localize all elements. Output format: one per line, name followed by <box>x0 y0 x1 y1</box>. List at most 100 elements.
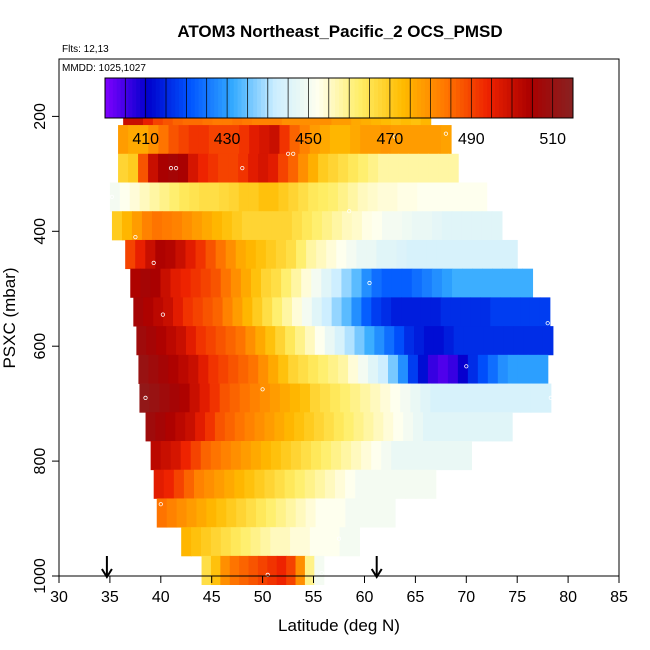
colorbar-swatch <box>467 78 473 118</box>
heatmap-cell <box>208 153 219 183</box>
heatmap-cell <box>201 555 212 586</box>
colorbar-swatch <box>151 78 157 118</box>
heatmap-cell <box>440 383 452 413</box>
heatmap-layer <box>109 96 554 586</box>
heatmap-cell <box>344 326 356 356</box>
heatmap-cell <box>229 383 241 413</box>
heatmap-cell <box>200 268 212 298</box>
heatmap-cell <box>341 441 352 471</box>
heatmap-cell <box>275 239 287 270</box>
dates-label: MMDD: 1025,1027 <box>62 63 146 74</box>
latitude-arrow <box>370 556 383 579</box>
heatmap-cell <box>366 239 378 270</box>
colorbar-swatch <box>229 78 235 118</box>
colorbar-swatch <box>335 78 340 118</box>
heatmap-cell <box>476 182 488 212</box>
colorbar-tick-label: 470 <box>377 131 404 148</box>
heatmap-cell <box>240 268 252 298</box>
heatmap-cell <box>139 182 151 212</box>
heatmap-row <box>118 153 459 183</box>
heatmap-cell <box>360 383 371 413</box>
heatmap-cell <box>268 182 280 212</box>
heatmap-cell <box>316 239 327 270</box>
heatmap-cell <box>125 239 136 270</box>
colorbar-tick-label: 450 <box>295 131 322 148</box>
colorbar-swatch <box>385 78 391 118</box>
heatmap-cell <box>268 153 279 183</box>
heatmap-cell <box>527 354 539 384</box>
heatmap-cell <box>146 326 157 356</box>
heatmap-cell <box>262 297 273 327</box>
heatmap-cell <box>460 297 472 327</box>
colorbar-swatch <box>514 78 519 118</box>
heatmap-cell <box>351 297 362 327</box>
heatmap-cell <box>421 441 432 471</box>
heatmap-cell <box>420 297 432 327</box>
heatmap-cell <box>410 297 422 327</box>
heatmap-cell <box>138 125 149 155</box>
heatmap-cell <box>368 354 379 384</box>
x-tick-label: 60 <box>356 589 374 606</box>
colorbar-swatch <box>159 78 164 118</box>
heatmap-cell <box>148 354 159 384</box>
colorbar-swatch <box>557 78 562 118</box>
heatmap-cell <box>274 412 285 442</box>
heatmap-cell <box>278 182 289 212</box>
heatmap-cell <box>373 412 384 442</box>
heatmap-cell <box>190 268 202 298</box>
colorbar-swatch <box>296 78 301 118</box>
colorbar-swatch <box>506 78 512 118</box>
heatmap-cell <box>281 268 292 298</box>
colorbar-swatch <box>225 78 231 118</box>
heatmap-cell <box>441 441 452 471</box>
heatmap-row <box>111 211 503 241</box>
heatmap-cell <box>242 297 253 327</box>
heatmap-cell <box>199 182 210 212</box>
heatmap-cell <box>328 354 339 384</box>
heatmap-cell <box>269 125 281 155</box>
heatmap-cell <box>240 441 252 471</box>
heatmap-cell <box>529 297 541 327</box>
heatmap-cell <box>299 383 311 413</box>
colorbar-swatch <box>498 78 504 118</box>
heatmap-cell <box>407 354 419 384</box>
heatmap-cell <box>313 412 325 442</box>
heatmap-cell <box>160 441 172 471</box>
colorbar-swatch <box>147 78 153 118</box>
heatmap-cell <box>235 239 247 270</box>
heatmap-row <box>150 441 472 471</box>
heatmap-cell <box>294 469 306 499</box>
heatmap-cell <box>360 125 371 155</box>
heatmap-cell <box>156 326 167 356</box>
heatmap-cell <box>376 239 388 270</box>
colorbar-swatch <box>561 78 566 118</box>
heatmap-cell <box>135 239 146 270</box>
heatmap-cell <box>371 441 382 471</box>
heatmap-cell <box>294 412 305 442</box>
heatmap-cell <box>254 412 266 442</box>
heatmap-cell <box>453 326 465 356</box>
heatmap-cell <box>416 239 428 270</box>
colorbar-swatch <box>452 78 457 118</box>
heatmap-cell <box>470 383 482 413</box>
heatmap-cell <box>138 354 149 384</box>
heatmap-cell <box>149 383 161 413</box>
y-tick-label: 800 <box>32 448 49 475</box>
heatmap-cell <box>198 125 210 155</box>
colorbar-swatch <box>249 78 254 118</box>
heatmap-cell <box>221 211 233 241</box>
heatmap-cell <box>228 182 240 212</box>
y-tick-label: 600 <box>32 333 49 360</box>
data-point-marker <box>464 364 469 369</box>
colorbar-swatch <box>487 78 492 118</box>
heatmap-cell <box>201 211 213 241</box>
heatmap-cell <box>119 182 131 212</box>
heatmap-cell <box>159 383 171 413</box>
heatmap-cell <box>301 297 313 327</box>
heatmap-cell <box>166 498 178 528</box>
colorbar-swatch <box>190 78 196 118</box>
heatmap-cell <box>210 268 222 298</box>
heatmap-cell <box>209 182 220 212</box>
heatmap-cell <box>258 354 269 384</box>
flights-label: Flts: 12,13 <box>62 44 109 55</box>
